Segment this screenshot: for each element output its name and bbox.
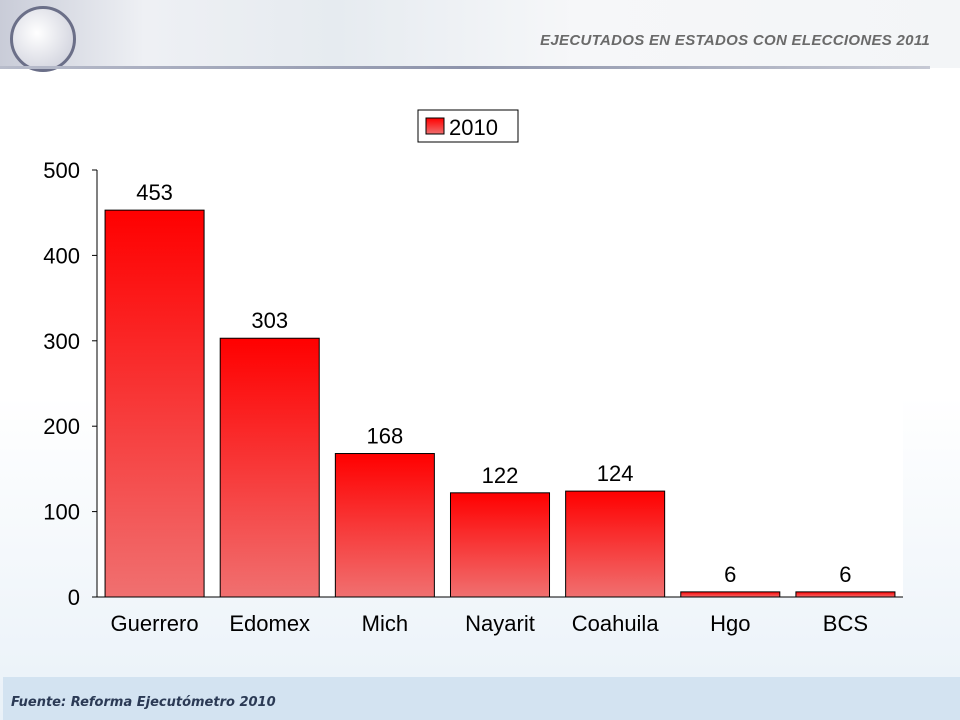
x-tick-label: Hgo xyxy=(710,611,750,636)
x-tick-label: Nayarit xyxy=(465,611,535,636)
header-banner: EJECUTADOS EN ESTADOS CON ELECCIONES 201… xyxy=(0,0,960,72)
y-tick-label: 400 xyxy=(43,243,80,268)
data-label: 124 xyxy=(597,461,634,486)
y-tick-label: 300 xyxy=(43,329,80,354)
source-note: Fuente: Reforma Ejecutómetro 2010 xyxy=(11,695,276,710)
x-tick-label: Coahuila xyxy=(572,611,660,636)
x-tick-label: Mich xyxy=(362,611,408,636)
y-tick-label: 500 xyxy=(43,158,80,183)
legend: 2010 xyxy=(417,109,519,143)
data-label: 168 xyxy=(366,424,403,449)
slide-title: EJECUTADOS EN ESTADOS CON ELECCIONES 201… xyxy=(540,32,930,49)
bar xyxy=(104,209,205,598)
data-label: 122 xyxy=(482,463,519,488)
footer: Fuente: Reforma Ejecutómetro 2010 xyxy=(3,677,960,720)
data-label: 6 xyxy=(839,562,851,587)
bar xyxy=(449,492,551,598)
y-tick-label: 200 xyxy=(43,414,80,439)
x-tick-label: Edomex xyxy=(229,611,310,636)
y-tick-label: 100 xyxy=(43,500,80,525)
data-label: 6 xyxy=(724,562,736,587)
data-label: 303 xyxy=(251,308,288,333)
banner-divider xyxy=(0,66,930,69)
flower-decoration-icon xyxy=(10,6,76,72)
legend-label: 2010 xyxy=(449,115,498,140)
bar xyxy=(565,490,666,598)
bar xyxy=(334,453,435,598)
bar xyxy=(680,591,781,598)
y-tick-label: 0 xyxy=(68,585,80,610)
bar xyxy=(219,337,320,598)
legend-swatch xyxy=(425,117,445,135)
x-tick-label: Guerrero xyxy=(111,611,199,636)
bar xyxy=(795,591,896,598)
data-label: 453 xyxy=(136,180,173,205)
x-tick-label: BCS xyxy=(823,611,868,636)
